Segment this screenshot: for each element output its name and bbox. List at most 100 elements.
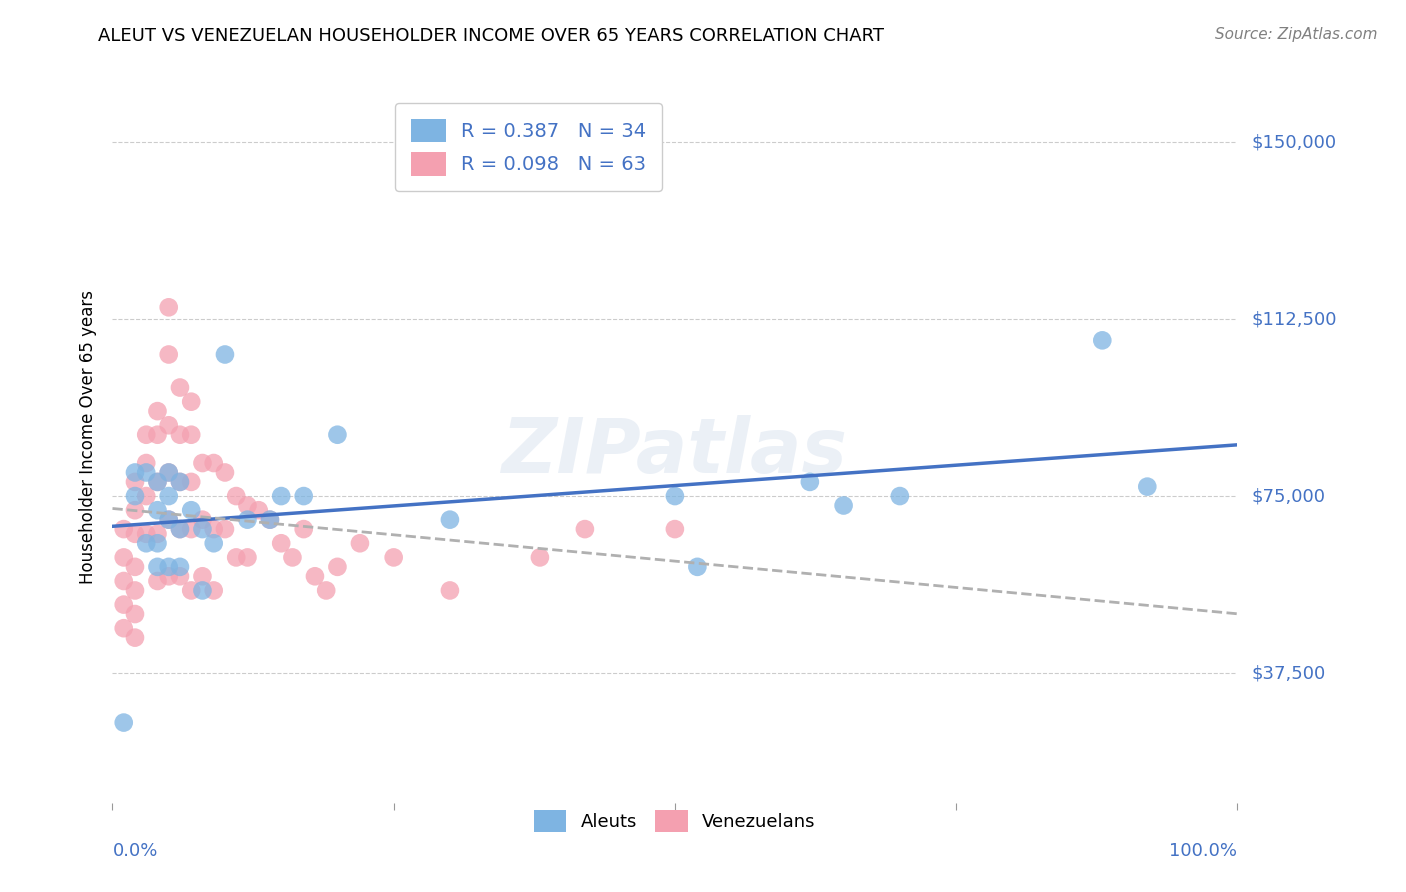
Point: [686, 559, 709, 574]
Point: [180, 583, 202, 598]
Point: [889, 489, 911, 503]
Point: [146, 526, 169, 541]
Point: [180, 394, 202, 409]
Point: [191, 522, 214, 536]
Point: [304, 569, 326, 583]
Point: [157, 513, 180, 527]
Point: [191, 513, 214, 527]
Text: $112,500: $112,500: [1251, 310, 1337, 328]
Point: [832, 499, 855, 513]
Point: [326, 427, 349, 442]
Point: [169, 559, 191, 574]
Point: [202, 522, 225, 536]
Point: [157, 347, 180, 361]
Point: [112, 574, 135, 588]
Point: [135, 536, 157, 550]
Point: [157, 569, 180, 583]
Point: [225, 550, 247, 565]
Point: [124, 583, 146, 598]
Point: [124, 559, 146, 574]
Point: [135, 489, 157, 503]
Point: [112, 550, 135, 565]
Point: [439, 583, 461, 598]
Point: [124, 475, 146, 489]
Point: [292, 489, 315, 503]
Point: [157, 301, 180, 315]
Text: $37,500: $37,500: [1251, 664, 1326, 682]
Point: [169, 380, 191, 394]
Point: [135, 466, 157, 480]
Point: [146, 404, 169, 418]
Point: [146, 475, 169, 489]
Point: [191, 569, 214, 583]
Point: [112, 598, 135, 612]
Text: 100.0%: 100.0%: [1170, 842, 1237, 860]
Point: [146, 574, 169, 588]
Point: [169, 475, 191, 489]
Point: [157, 489, 180, 503]
Point: [124, 466, 146, 480]
Point: [157, 559, 180, 574]
Text: $150,000: $150,000: [1251, 133, 1336, 151]
Point: [529, 550, 551, 565]
Point: [146, 503, 169, 517]
Point: [191, 583, 214, 598]
Point: [112, 715, 135, 730]
Point: [270, 536, 292, 550]
Point: [180, 503, 202, 517]
Text: $75,000: $75,000: [1251, 487, 1326, 505]
Point: [664, 489, 686, 503]
Point: [157, 513, 180, 527]
Point: [315, 583, 337, 598]
Point: [124, 526, 146, 541]
Point: [112, 621, 135, 635]
Point: [169, 569, 191, 583]
Text: ZIPatlas: ZIPatlas: [502, 415, 848, 489]
Point: [202, 456, 225, 470]
Point: [146, 559, 169, 574]
Point: [169, 522, 191, 536]
Text: 0.0%: 0.0%: [112, 842, 157, 860]
Point: [236, 550, 259, 565]
Point: [202, 583, 225, 598]
Text: Source: ZipAtlas.com: Source: ZipAtlas.com: [1215, 27, 1378, 42]
Point: [225, 489, 247, 503]
Point: [574, 522, 596, 536]
Point: [664, 522, 686, 536]
Point: [236, 499, 259, 513]
Point: [326, 559, 349, 574]
Point: [112, 522, 135, 536]
Point: [169, 475, 191, 489]
Point: [135, 427, 157, 442]
Point: [146, 427, 169, 442]
Point: [799, 475, 821, 489]
Legend: Aleuts, Venezuelans: Aleuts, Venezuelans: [522, 797, 828, 845]
Point: [214, 466, 236, 480]
Point: [191, 456, 214, 470]
Point: [169, 427, 191, 442]
Point: [247, 503, 270, 517]
Point: [439, 513, 461, 527]
Point: [214, 347, 236, 361]
Point: [157, 466, 180, 480]
Point: [146, 536, 169, 550]
Y-axis label: Householder Income Over 65 years: Householder Income Over 65 years: [79, 290, 97, 584]
Point: [124, 607, 146, 621]
Point: [157, 466, 180, 480]
Point: [1136, 480, 1159, 494]
Point: [259, 513, 281, 527]
Point: [180, 522, 202, 536]
Text: ALEUT VS VENEZUELAN HOUSEHOLDER INCOME OVER 65 YEARS CORRELATION CHART: ALEUT VS VENEZUELAN HOUSEHOLDER INCOME O…: [98, 27, 884, 45]
Point: [180, 427, 202, 442]
Point: [135, 526, 157, 541]
Point: [214, 522, 236, 536]
Point: [202, 536, 225, 550]
Point: [124, 503, 146, 517]
Point: [169, 522, 191, 536]
Point: [281, 550, 304, 565]
Point: [135, 456, 157, 470]
Point: [146, 475, 169, 489]
Point: [124, 631, 146, 645]
Point: [124, 489, 146, 503]
Point: [259, 513, 281, 527]
